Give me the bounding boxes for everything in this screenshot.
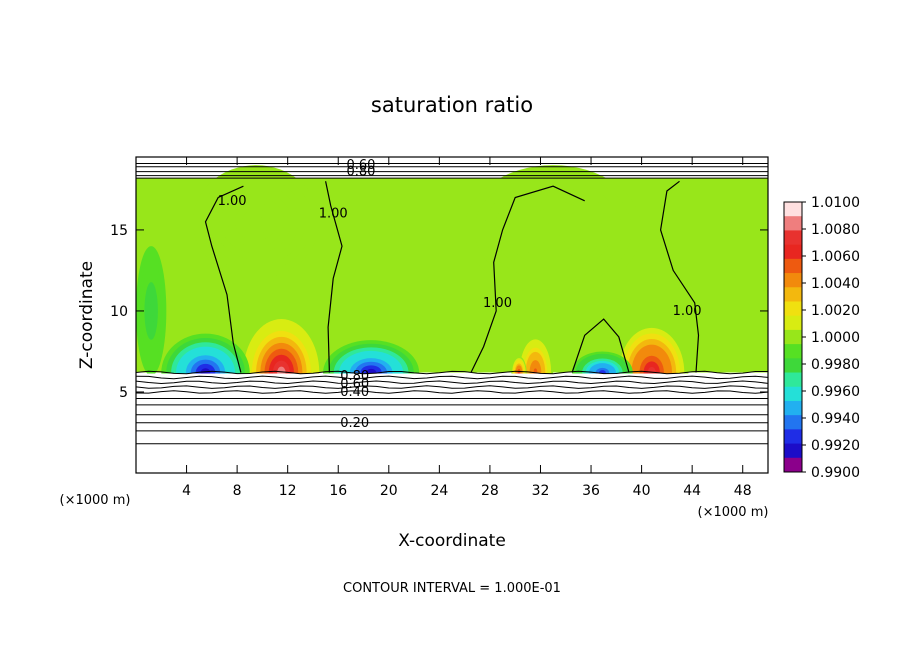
contour-label: 0.60 — [340, 377, 369, 392]
colorbar-swatch — [784, 230, 802, 246]
colorbar-label: 1.0080 — [811, 222, 860, 238]
colorbar-label: 0.9920 — [811, 438, 860, 454]
x-axis: 4 8 12 16 20 24 28 32 36 40 44 48 — [182, 157, 752, 499]
colorbar-swatch — [784, 216, 802, 231]
contour-label: 0.20 — [340, 416, 369, 431]
colorbar-swatch — [784, 344, 802, 359]
x-tick-label: 8 — [233, 483, 242, 499]
x-tick-label: 24 — [430, 483, 448, 499]
colorbar-swatch — [784, 329, 802, 345]
colorbar-swatch — [784, 457, 802, 473]
contour-line — [136, 390, 768, 394]
contour-line — [136, 380, 768, 385]
contour-line — [325, 181, 343, 373]
contour-label: 0.80 — [347, 165, 376, 180]
contour-line — [659, 180, 700, 373]
colorbar-swatch — [784, 315, 802, 331]
colorbar-label: 1.0020 — [811, 303, 860, 319]
colorbar-label: 1.0000 — [811, 330, 860, 346]
contour-label: 1.00 — [218, 194, 247, 209]
colorbar-swatch — [784, 258, 802, 274]
colorbar-swatch — [784, 400, 802, 416]
field-blob — [464, 165, 642, 295]
x-tick-label: 28 — [481, 483, 499, 499]
y-tick-label: 15 — [110, 223, 128, 239]
colorbar-swatch — [784, 386, 802, 402]
colorbar-swatch — [784, 301, 802, 317]
blob-ring — [543, 222, 563, 238]
contour-label: 1.00 — [483, 296, 512, 311]
contour-label: 1.00 — [319, 207, 348, 222]
x-tick-label: 12 — [279, 483, 297, 499]
colorbar: 1.0100 1.0080 1.0060 1.0040 1.0020 1.0000 0.99… — [783, 195, 860, 481]
contour-line — [571, 318, 630, 373]
colorbar-label: 1.0100 — [811, 195, 860, 211]
contour-lines — [136, 162, 768, 445]
y-axis: 5 10 15 — [110, 223, 768, 401]
colorbar-swatch — [784, 202, 802, 217]
field-top-band — [136, 157, 768, 179]
y-tick-label: 5 — [119, 385, 128, 401]
colorbar-label: 0.9980 — [811, 357, 860, 373]
field-blob — [136, 246, 167, 376]
contour-line — [470, 185, 585, 373]
colorbar-label: 0.9900 — [811, 465, 860, 481]
colorbar-swatch — [784, 415, 802, 430]
contour-line — [136, 375, 768, 380]
colorbar-swatch — [784, 287, 802, 302]
colorbar-label: 0.9960 — [811, 384, 860, 400]
x-tick-label: 48 — [734, 483, 752, 499]
colorbar-swatch — [784, 372, 802, 388]
chart-title: saturation ratio — [371, 93, 533, 117]
x-unit-right: (×1000 m) — [698, 505, 769, 520]
colorbar-swatch — [784, 443, 802, 459]
colorbar-label: 1.0060 — [811, 249, 860, 265]
x-tick-label: 20 — [380, 483, 398, 499]
x-tick-label: 32 — [532, 483, 550, 499]
contour-line — [136, 385, 768, 389]
blob-ring — [149, 303, 153, 319]
contour-label: 1.00 — [673, 304, 702, 319]
x-tick-label: 40 — [633, 483, 651, 499]
blob-ring — [249, 215, 264, 229]
contour-label: 0.40 — [340, 385, 369, 400]
colorbar-swatch — [784, 358, 802, 374]
x-tick-label: 4 — [182, 483, 191, 499]
colorbar-swatch — [784, 244, 802, 260]
contour-interval-note: CONTOUR INTERVAL = 1.000E-01 — [343, 581, 561, 596]
y-axis-label: Z-coordinate — [77, 261, 97, 369]
x-unit-left: (×1000 m) — [60, 493, 131, 508]
contour-line — [204, 185, 244, 373]
x-tick-label: 16 — [329, 483, 347, 499]
colorbar-swatch — [784, 429, 802, 445]
contour-label: 0.80 — [340, 369, 369, 384]
y-tick-label: 10 — [110, 304, 128, 320]
contour-label: 0.60 — [347, 158, 376, 173]
colorbar-label: 0.9940 — [811, 411, 860, 427]
colorbar-label: 1.0040 — [811, 276, 860, 292]
contour-labels: 0.600.801.001.001.001.000.800.600.400.20 — [218, 158, 702, 431]
field-blob — [192, 165, 320, 279]
plot-frame — [135, 156, 769, 474]
x-tick-label: 44 — [683, 483, 701, 499]
x-axis-label: X-coordinate — [398, 531, 506, 551]
contour-line — [136, 370, 768, 375]
colorbar-swatch — [784, 273, 802, 288]
x-tick-label: 36 — [582, 483, 600, 499]
